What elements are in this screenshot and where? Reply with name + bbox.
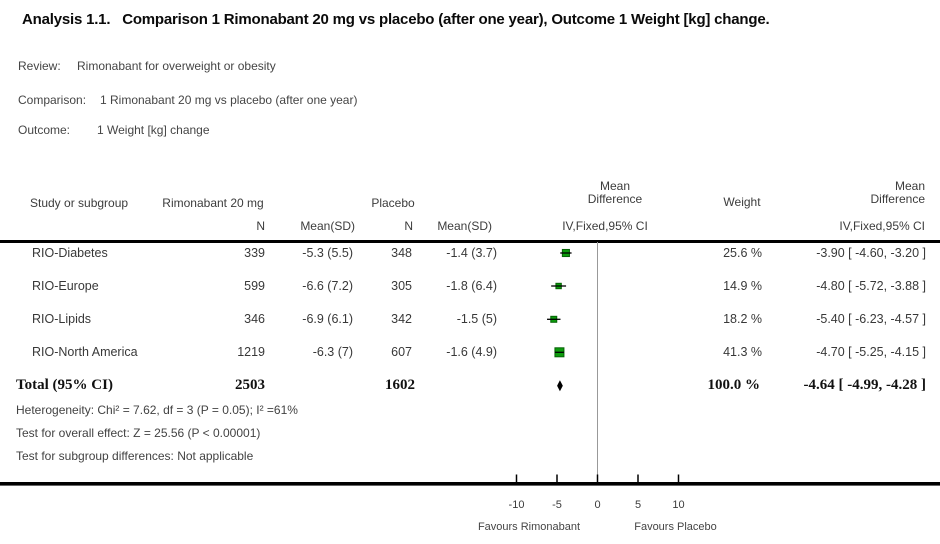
heterogeneity-note: Heterogeneity: Chi² = 7.62, df = 3 (P = … [16,403,298,417]
overall-effect-note: Test for overall effect: Z = 25.56 (P < … [16,426,261,440]
effect-header-line1: Mean [894,179,925,193]
total-n2: 1602 [385,377,415,393]
total-label: Total (95% CI) [16,377,113,393]
mean1-value: -6.3 (7) [312,345,353,359]
col-header-group1: Rimonabant 20 mg [162,196,264,210]
axis-tick-label: 0 [594,499,601,511]
col-header-study: Study or subgroup [30,196,129,210]
ci-value: -3.90 [ -4.60, -3.20 ] [816,246,926,260]
subheader-meansd1: Mean(SD) [300,219,355,233]
mean1-value: -5.3 (5.5) [302,246,353,260]
favours-right-label: Favours Placebo [634,521,717,533]
comparison-value: 1 Rimonabant 20 mg vs placebo (after one… [100,93,358,107]
col-header-effect-center: Mean Difference [565,180,665,206]
axis-tick-label: -5 [552,499,562,511]
review-label: Review: [18,59,61,73]
n1-value: 339 [244,246,265,260]
subheader-n2: N [404,219,413,233]
subheader-n1: N [256,219,265,233]
n1-value: 1219 [237,345,265,359]
col-header-effect-right: Mean Difference [805,180,925,206]
study-weight-square [550,315,558,323]
axis-tick-label: 5 [634,499,642,511]
subgroup-differences-note: Test for subgroup differences: Not appli… [16,449,254,463]
study-name: RIO-Diabetes [32,246,108,260]
total-ci: -4.64 [ -4.99, -4.28 ] [803,377,926,393]
outcome-label: Outcome: [18,123,71,137]
outcome-value: 1 Weight [kg] change [97,123,210,137]
effect-header-line1: Mean [599,179,631,193]
axis-tick-label: 10 [672,499,685,511]
col-header-group2: Placebo [371,196,415,210]
pooled-effect-diamond [557,380,563,392]
col-header-weight: Weight [723,195,761,209]
n2-value: 348 [391,246,412,260]
ci-value: -4.80 [ -5.72, -3.88 ] [816,279,926,293]
subheader-meansd2: Mean(SD) [437,219,492,233]
ci-value: -5.40 [ -6.23, -4.57 ] [816,312,926,326]
header-divider-line [0,240,940,243]
n1-value: 346 [244,312,265,326]
n2-value: 607 [391,345,412,359]
analysis-title: Analysis 1.1. Comparison 1 Rimonabant 20… [22,11,770,28]
total-n1: 2503 [235,377,265,393]
favours-left-label: Favours Rimonabant [477,521,581,533]
effect-header-line2: Difference [870,192,925,206]
mean1-value: -6.6 (7.2) [302,279,353,293]
mean2-value: -1.8 (6.4) [446,279,497,293]
study-weight-square [555,282,562,290]
effect-header-line2: Difference [587,192,643,206]
subheader-method-right: IV,Fixed,95% CI [839,219,925,233]
n2-value: 342 [391,312,412,326]
subheader-method-center: IV,Fixed,95% CI [562,219,648,233]
n1-value: 599 [244,279,265,293]
mean2-value: -1.6 (4.9) [446,345,497,359]
x-axis-line [0,482,940,486]
weight-value: 18.2 % [723,312,762,326]
weight-value: 14.9 % [723,279,762,293]
comparison-label: Comparison: [18,93,87,107]
axis-tick-label: -10 [508,499,525,511]
study-name: RIO-Europe [32,279,99,293]
weight-value: 25.6 % [723,246,762,260]
review-value: Rimonabant for overweight or obesity [77,59,276,73]
total-weight: 100.0 % [707,377,761,393]
ci-value: -4.70 [ -5.25, -4.15 ] [816,345,926,359]
mean2-value: -1.5 (5) [456,312,497,326]
study-weight-square [561,248,570,258]
study-name: RIO-Lipids [32,312,92,326]
n2-value: 305 [391,279,412,293]
mean2-value: -1.4 (3.7) [446,246,497,260]
study-name: RIO-North America [32,345,138,359]
mean1-value: -6.9 (6.1) [302,312,353,326]
weight-value: 41.3 % [723,345,762,359]
study-weight-square [554,347,565,358]
